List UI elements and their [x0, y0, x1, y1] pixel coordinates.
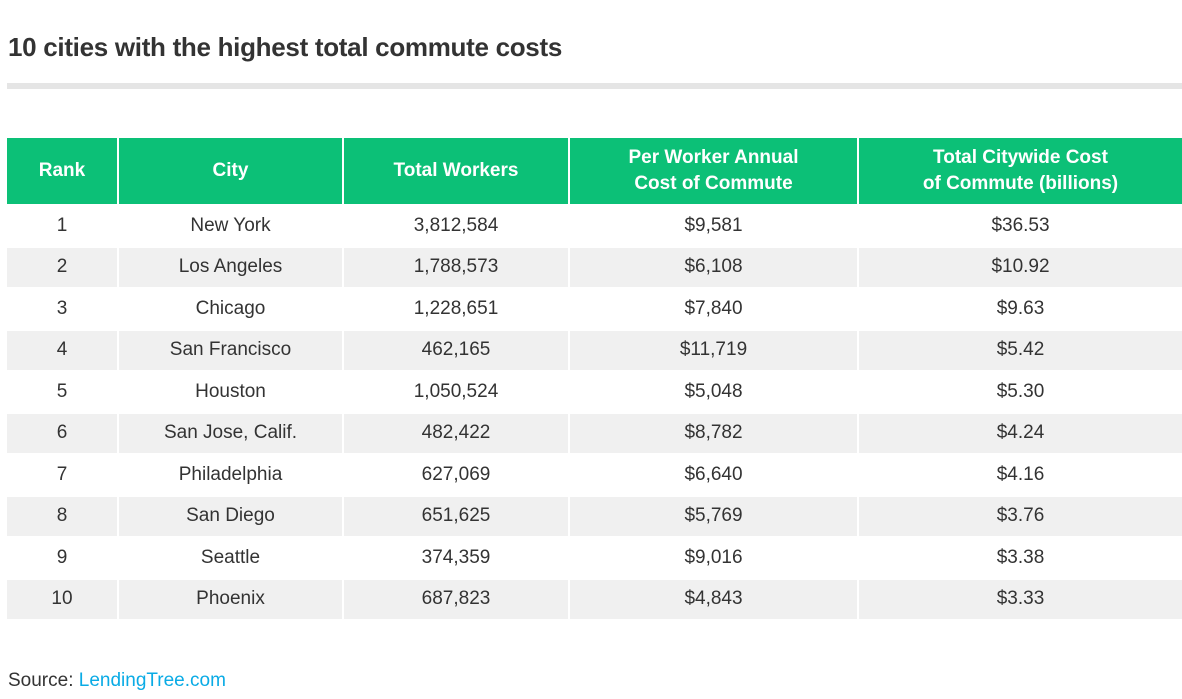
- cell-per-worker-cost: $6,108: [570, 247, 859, 289]
- cell-per-worker-cost: $7,840: [570, 289, 859, 331]
- source-label: Source:: [8, 670, 74, 691]
- cell-citywide-cost: $3.76: [859, 496, 1182, 538]
- cell-rank: 7: [7, 455, 119, 497]
- cell-city: San Francisco: [119, 330, 344, 372]
- column-header-per-worker-cost: Per Worker Annual Cost of Commute: [570, 138, 859, 206]
- title-divider: [7, 83, 1182, 89]
- cell-per-worker-cost: $5,769: [570, 496, 859, 538]
- cell-per-worker-cost: $6,640: [570, 455, 859, 497]
- cell-total-workers: 627,069: [344, 455, 570, 497]
- cell-per-worker-cost: $4,843: [570, 579, 859, 621]
- table-row: 1 New York 3,812,584 $9,581 $36.53: [7, 206, 1182, 248]
- cell-rank: 6: [7, 413, 119, 455]
- cell-total-workers: 482,422: [344, 413, 570, 455]
- cell-city: Houston: [119, 372, 344, 414]
- cell-per-worker-cost: $9,581: [570, 206, 859, 248]
- column-header-text: Rank: [38, 160, 86, 181]
- cell-rank: 5: [7, 372, 119, 414]
- cell-total-workers: 462,165: [344, 330, 570, 372]
- cell-total-workers: 651,625: [344, 496, 570, 538]
- cell-per-worker-cost: $11,719: [570, 330, 859, 372]
- cell-city: Philadelphia: [119, 455, 344, 497]
- cell-rank: 3: [7, 289, 119, 331]
- cell-per-worker-cost: $9,016: [570, 538, 859, 580]
- column-header-text: Cost of Commute: [634, 173, 793, 194]
- cell-citywide-cost: $3.38: [859, 538, 1182, 580]
- cell-total-workers: 1,788,573: [344, 247, 570, 289]
- cell-city: Seattle: [119, 538, 344, 580]
- column-header-rank: Rank: [7, 138, 119, 206]
- cell-city: San Jose, Calif.: [119, 413, 344, 455]
- table-row: 3 Chicago 1,228,651 $7,840 $9.63: [7, 289, 1182, 331]
- commute-cost-table: Rank City Total Workers Per Worker Annual Co…: [7, 138, 1182, 621]
- cell-total-workers: 1,228,651: [344, 289, 570, 331]
- cell-per-worker-cost: $8,782: [570, 413, 859, 455]
- column-header-city: City: [119, 138, 344, 206]
- cell-citywide-cost: $5.30: [859, 372, 1182, 414]
- chart-title: 10 cities with the highest total commute…: [8, 32, 562, 62]
- cell-rank: 8: [7, 496, 119, 538]
- cell-citywide-cost: $5.42: [859, 330, 1182, 372]
- cell-city: San Diego: [119, 496, 344, 538]
- cell-total-workers: 1,050,524: [344, 372, 570, 414]
- table-row: 10 Phoenix 687,823 $4,843 $3.33: [7, 579, 1182, 621]
- column-header-total-workers: Total Workers: [344, 138, 570, 206]
- column-header-text: of Commute (billions): [922, 173, 1119, 194]
- table-row: 8 San Diego 651,625 $5,769 $3.76: [7, 496, 1182, 538]
- column-header-citywide-cost: Total Citywide Cost of Commute (billions): [859, 138, 1182, 206]
- cell-rank: 10: [7, 579, 119, 621]
- table-row: 7 Philadelphia 627,069 $6,640 $4.16: [7, 455, 1182, 497]
- cell-citywide-cost: $4.24: [859, 413, 1182, 455]
- cell-rank: 1: [7, 206, 119, 248]
- column-header-text: Total Citywide Cost: [933, 147, 1108, 168]
- cell-citywide-cost: $4.16: [859, 455, 1182, 497]
- table-row: 4 San Francisco 462,165 $11,719 $5.42: [7, 330, 1182, 372]
- cell-rank: 4: [7, 330, 119, 372]
- cell-total-workers: 374,359: [344, 538, 570, 580]
- cell-city: Chicago: [119, 289, 344, 331]
- cell-total-workers: 3,812,584: [344, 206, 570, 248]
- cell-city: Los Angeles: [119, 247, 344, 289]
- column-header-text: Total Workers: [393, 160, 519, 181]
- cell-rank: 2: [7, 247, 119, 289]
- column-header-text: City: [212, 160, 249, 181]
- cell-citywide-cost: $36.53: [859, 206, 1182, 248]
- cell-citywide-cost: $9.63: [859, 289, 1182, 331]
- cell-total-workers: 687,823: [344, 579, 570, 621]
- source-link[interactable]: LendingTree.com: [78, 670, 226, 691]
- table-row: 6 San Jose, Calif. 482,422 $8,782 $4.24: [7, 413, 1182, 455]
- cell-city: New York: [119, 206, 344, 248]
- cell-rank: 9: [7, 538, 119, 580]
- cell-citywide-cost: $3.33: [859, 579, 1182, 621]
- cell-citywide-cost: $10.92: [859, 247, 1182, 289]
- cell-per-worker-cost: $5,048: [570, 372, 859, 414]
- table-row: 5 Houston 1,050,524 $5,048 $5.30: [7, 372, 1182, 414]
- table-row: 9 Seattle 374,359 $9,016 $3.38: [7, 538, 1182, 580]
- cell-city: Phoenix: [119, 579, 344, 621]
- source-line: Source: LendingTree.com: [8, 670, 226, 692]
- column-header-text: Per Worker Annual: [628, 147, 799, 168]
- table-row: 2 Los Angeles 1,788,573 $6,108 $10.92: [7, 247, 1182, 289]
- table-header-row: Rank City Total Workers Per Worker Annual Co…: [7, 138, 1182, 206]
